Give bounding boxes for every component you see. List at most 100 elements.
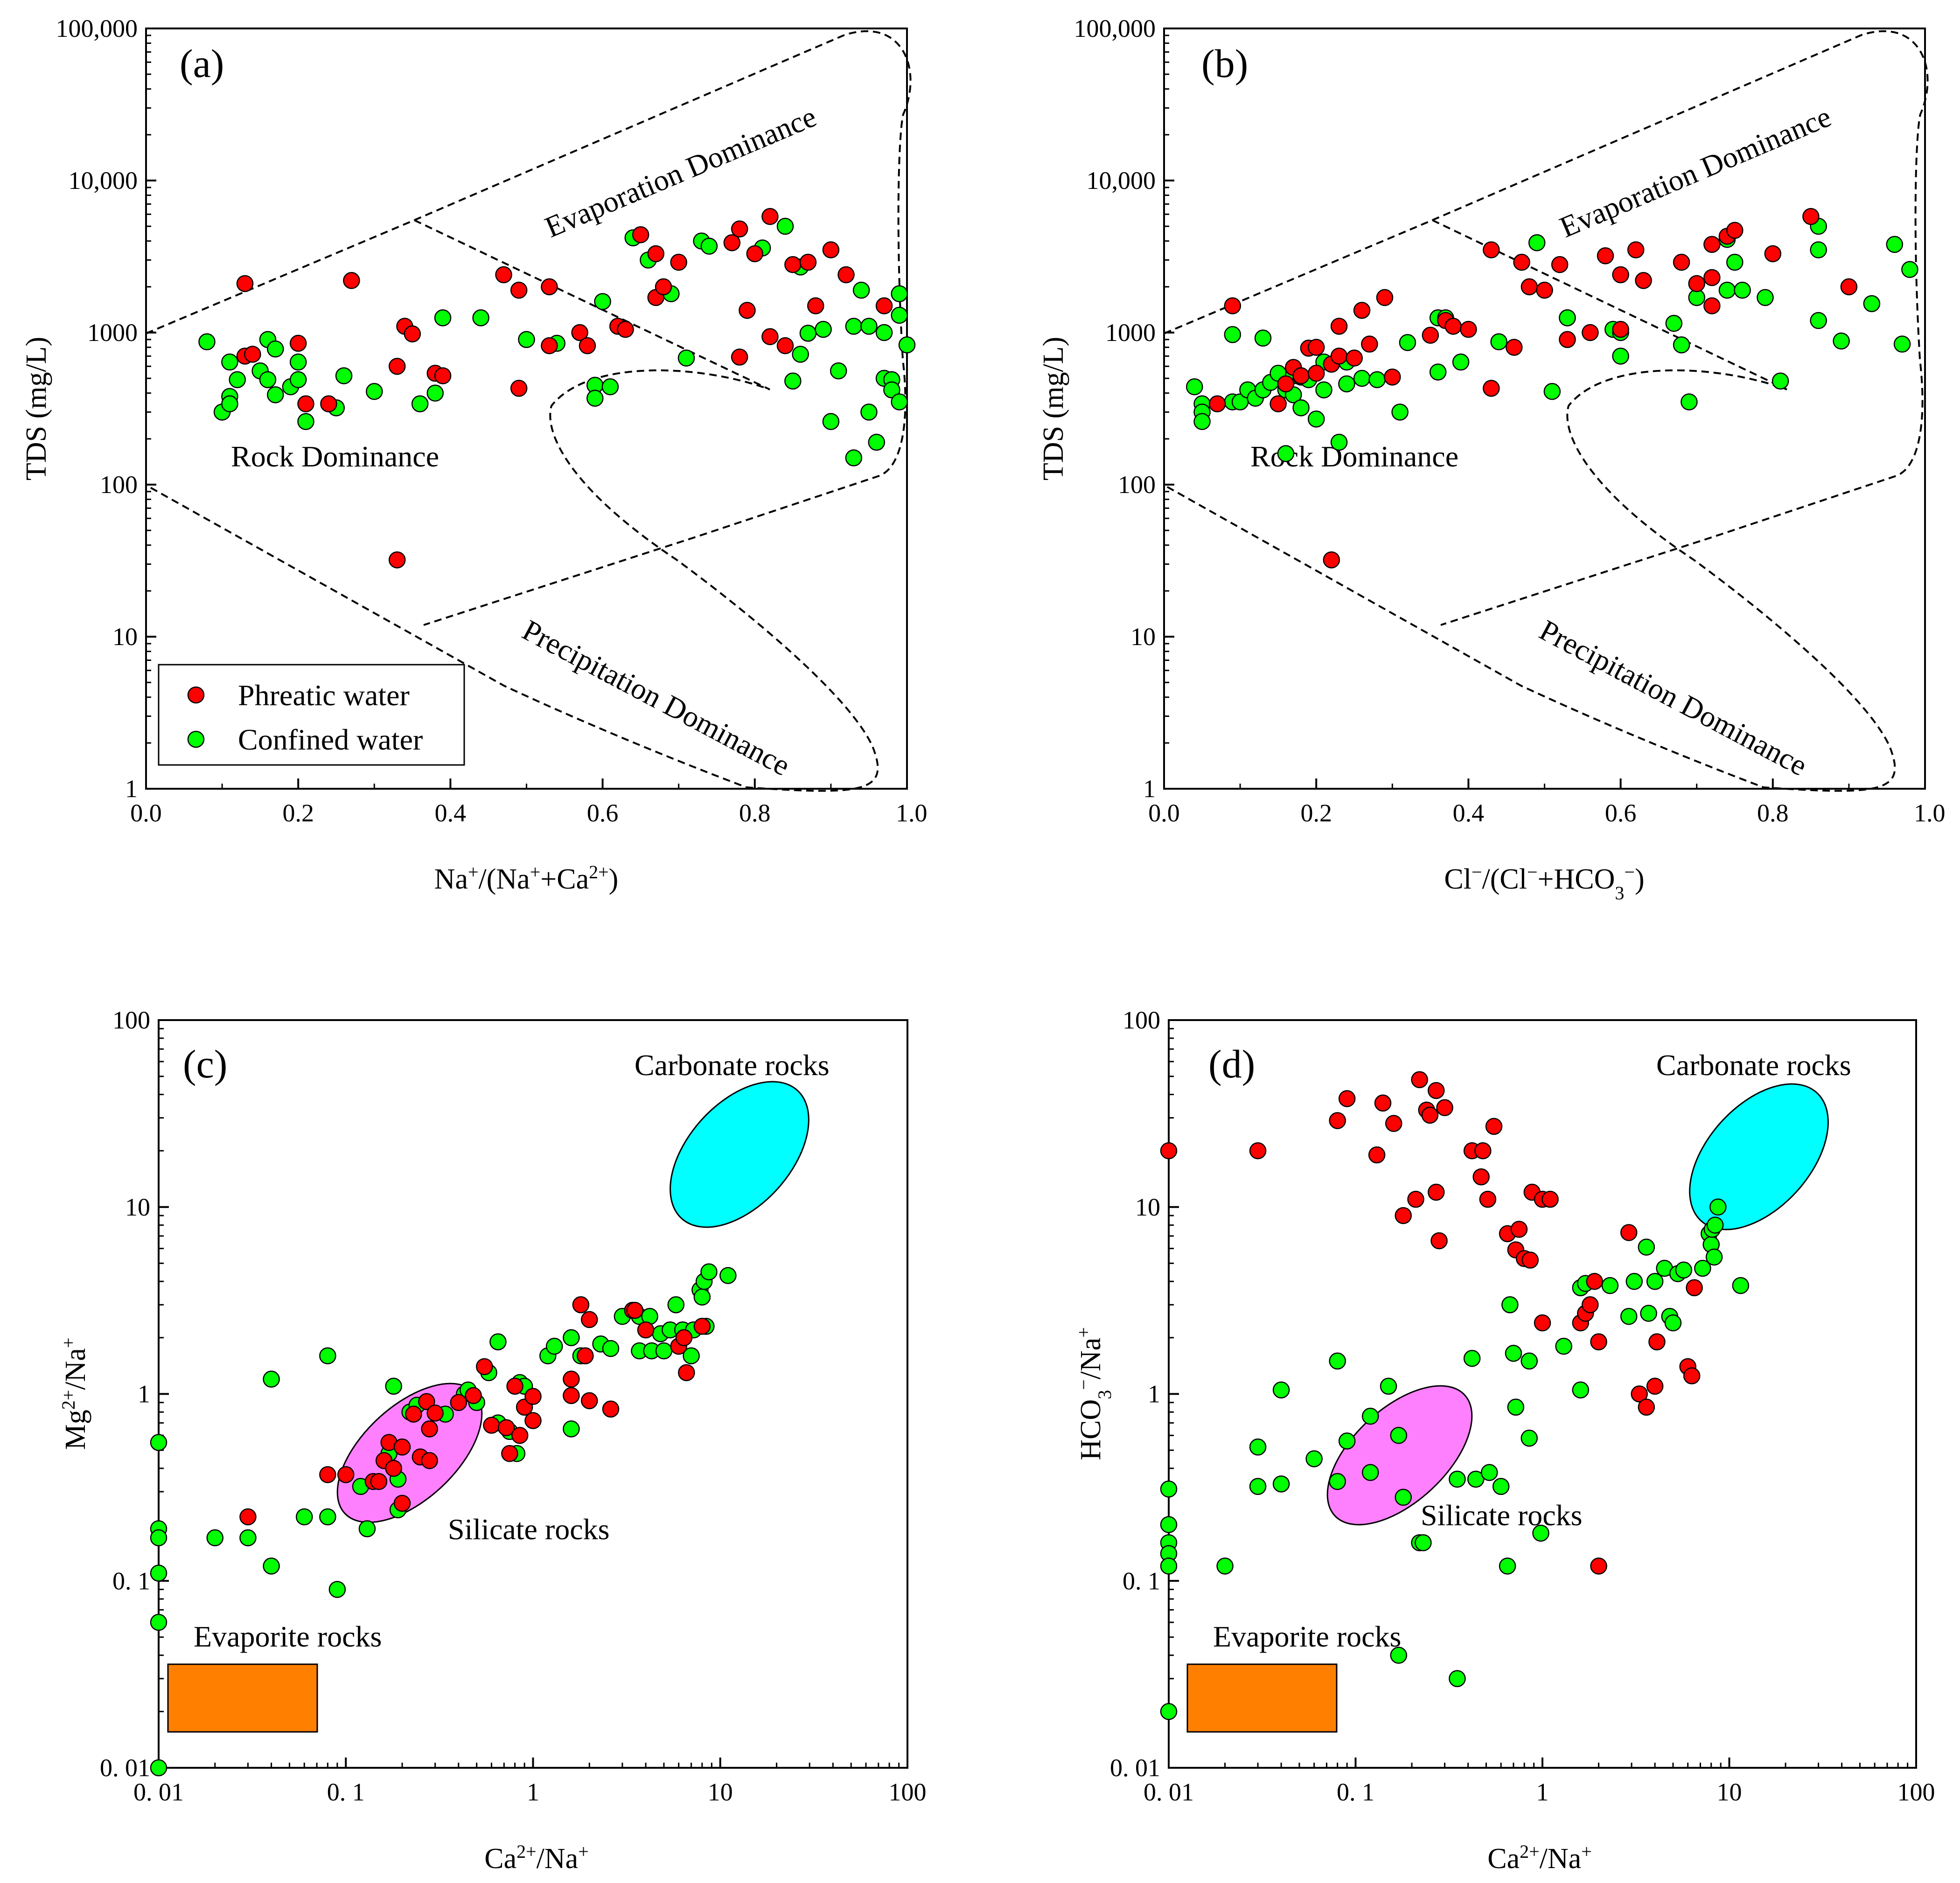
confined-water-point [1415,1534,1432,1551]
confined-water-point [594,293,611,310]
confined-water-point [815,320,832,338]
confined-water-point [206,1529,224,1547]
confined-water-point [1507,1398,1525,1416]
confined-water-point [319,1347,336,1364]
phreatic-water-point [799,254,817,271]
confined-water-point [518,331,535,348]
x-axis-label: Na+/(Na++Ca2+) [434,862,619,896]
phreatic-water-point [1430,1232,1448,1250]
legend-box [158,664,465,766]
confined-water-point [883,381,900,399]
confined-water-point [776,217,794,235]
phreatic-water-point [1703,297,1721,314]
y-tick-label: 10 [1135,1193,1160,1221]
confined-water-point [1193,413,1211,430]
panel-d: 0. 01 0. 1 1 10 100 0. 01 0. 1 1 10 100 (d) Carb… [1073,1006,1935,1875]
y-tick-label: 10 [125,1193,150,1221]
confined-water-point [1254,329,1272,347]
dominance-regions [1164,30,1929,792]
phreatic-water-point [1353,302,1371,319]
carbonate-rocks-label: Carbonate rocks [1656,1049,1851,1082]
phreatic-water-point [1411,1071,1428,1088]
phreatic-water-point [1521,278,1538,296]
confined-water-point [150,1613,167,1631]
phreatic-water-point [385,1459,402,1477]
confined-water-point [563,1420,580,1438]
y-tick-label: 0. 01 [100,1754,150,1782]
confined-water-point [263,1370,280,1388]
confined-water-point [1186,378,1203,396]
phreatic-water-point [236,275,254,292]
phreatic-water-point [1479,1190,1497,1208]
phreatic-water-point [1338,1090,1356,1107]
y-tick-label: 100 [100,471,138,499]
phreatic-water-point [465,1387,482,1404]
evaporite-rocks-region [1186,1663,1338,1733]
x-ticks: 0. 01 0. 1 1 10 100 [133,1758,927,1806]
phreatic-water-point [678,1364,695,1382]
confined-water-point [1532,1524,1549,1542]
phreatic-water-point [739,302,756,319]
x-tick-label: 10 [1717,1778,1742,1806]
phreatic-water-point [1612,320,1629,338]
phreatic-water-point [498,1419,515,1437]
carbonate-rocks-region [670,1081,809,1228]
confined-water-point [852,281,870,299]
phreatic-water-point [1627,241,1645,258]
x-tick-label: 100 [1897,1778,1935,1806]
confined-water-point [1620,1307,1638,1325]
phreatic-water-point [450,1394,467,1411]
phreatic-water-point [1307,364,1325,382]
confined-water-point [1272,1475,1290,1493]
confined-water-point [719,1267,737,1284]
phreatic-water-point [1224,297,1242,314]
phreatic-water-point [1510,1221,1528,1238]
confined-water-point [1705,1248,1723,1266]
x-axis-label: Cl−/(Cl−+HCO3−) [1444,862,1644,903]
y-tick-label: 10,000 [1087,167,1156,195]
confined-water-point [792,346,809,363]
phreatic-water-point [1428,1082,1445,1099]
phreatic-water-point [1597,247,1614,264]
confined-water-point [1612,347,1629,365]
phreatic-water-point [579,337,596,354]
phreatic-water-point [746,245,764,263]
phreatic-water-point [563,1387,580,1404]
phreatic-water-point [1330,318,1348,335]
confined-water-point [1390,1647,1408,1664]
y-tick-label: 100 [112,1006,150,1034]
phreatic-water-point [1582,324,1599,341]
confined-water-point [1501,1296,1519,1313]
confined-water-point [845,449,863,466]
panel-label: (d) [1208,1042,1255,1086]
phreatic-water-point [501,1445,518,1462]
phreatic-water-point [1292,367,1310,384]
phreatic-water-point [577,1347,594,1364]
phreatic-water-point [571,324,588,341]
y-tick-label: 100,000 [56,14,138,42]
phreatic-water-point [1483,241,1500,258]
confined-water-point [898,336,916,354]
confined-water-point [1467,1470,1485,1488]
confined-water-point [545,1337,563,1355]
confined-water-point [221,395,238,412]
confined-water-point [868,433,886,451]
confined-water-point [1361,1408,1379,1425]
confined-water-point [1329,1473,1346,1490]
y-tick-label: 1 [1143,775,1156,803]
phreatic-water-point [511,1427,529,1444]
confined-water-point [563,1329,580,1347]
confined-water-point [1833,332,1850,350]
x-tick-label: 0.0 [130,799,162,827]
phreatic-water-point [1726,222,1744,239]
phreatic-water-point [393,1494,411,1512]
y-axis-label: TDS (mg/L) [21,337,52,480]
phreatic-water-point [337,1466,355,1483]
phreatic-water-point [1513,254,1530,271]
confined-water-point [1901,261,1918,278]
phreatic-water-point [405,1405,422,1423]
phreatic-water-point [731,348,748,366]
confined-water-point [1521,1430,1538,1447]
confined-water-point [1160,1703,1178,1720]
evaporation-dominance-label: Evaporation Dominance [1555,100,1836,244]
